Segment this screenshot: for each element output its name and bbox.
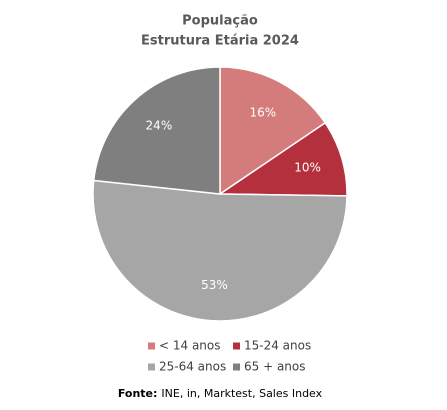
legend-swatch <box>233 342 240 350</box>
pie-slice <box>217 121 348 197</box>
source: Fonte: INE, in, Marktest, Sales Index <box>118 387 323 400</box>
pie-slice <box>92 66 221 195</box>
legend-swatch <box>148 342 155 350</box>
chart-subtitle: Estrutura Etária 2024 <box>141 34 299 49</box>
legend-label: 15-24 anos <box>244 339 311 353</box>
legend-label: 25-64 anos <box>159 360 226 374</box>
legend-swatch <box>233 363 240 371</box>
source-label: Fonte: <box>118 387 158 400</box>
data-label: 53% <box>201 278 228 292</box>
legend-label: < 14 anos <box>159 339 221 353</box>
data-label: 24% <box>146 118 173 132</box>
legend-label: 65 + anos <box>244 360 306 374</box>
source-text: INE, in, Marktest, Sales Index <box>161 387 322 400</box>
chart-title: População <box>182 14 258 29</box>
legend-swatch <box>148 363 155 371</box>
data-label: 10% <box>294 160 321 174</box>
pie-slice <box>219 66 327 196</box>
data-label: 16% <box>250 106 277 120</box>
pie-slice <box>92 179 348 322</box>
